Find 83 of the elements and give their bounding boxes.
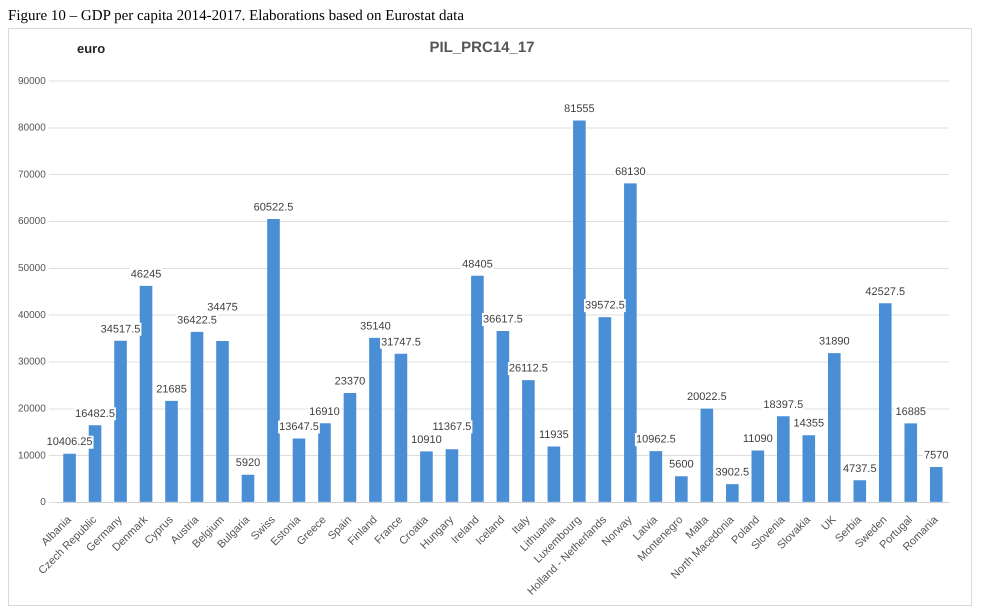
bar: [828, 353, 841, 502]
bar: [165, 400, 178, 502]
bar: [802, 435, 816, 502]
bar: [446, 449, 458, 502]
y-tick-label: 40000: [18, 310, 46, 321]
data-label: 11367.5: [432, 420, 472, 433]
bar: [471, 276, 484, 502]
bar: [726, 484, 739, 502]
data-label: 23370: [334, 376, 366, 388]
data-label: 60522.5: [254, 202, 294, 214]
y-tick-label: 80000: [18, 122, 46, 134]
data-label: 11090: [742, 433, 773, 446]
bar: [369, 338, 382, 502]
data-label: 5920: [236, 457, 260, 470]
data-label: 10962.5: [636, 434, 676, 446]
bar: [496, 330, 510, 502]
data-label: 21685: [156, 383, 187, 396]
bar: [267, 219, 280, 502]
bar: [394, 354, 408, 502]
y-tick-label: 10000: [18, 450, 46, 462]
data-label: 16910: [309, 406, 340, 418]
bar: [63, 454, 76, 502]
bar: [573, 120, 586, 502]
y-tick-label: 30000: [18, 356, 46, 368]
bar: [624, 183, 637, 502]
bar: [878, 303, 892, 502]
data-label: 20022.5: [686, 391, 727, 404]
data-label: 81555: [564, 103, 595, 116]
data-label: 3902.5: [715, 466, 750, 479]
bar: [216, 341, 229, 502]
data-label: 36422.5: [177, 314, 217, 326]
bar: [598, 317, 612, 502]
bar: [318, 423, 331, 502]
bar: [190, 332, 204, 502]
y-axis-title: euro: [77, 41, 106, 56]
data-label: 34475: [207, 301, 238, 314]
bar: [242, 474, 254, 502]
bar: [777, 416, 790, 502]
bar: [292, 438, 306, 502]
data-label: 42527.5: [865, 286, 906, 298]
data-label: 7570: [924, 450, 948, 462]
y-tick-label: 50000: [18, 263, 46, 274]
bar: [675, 476, 688, 502]
bar: [752, 450, 764, 502]
y-tick-label: 60000: [18, 216, 46, 228]
bar: [420, 451, 433, 502]
data-label: 48405: [462, 258, 493, 270]
data-label: 35140: [360, 320, 391, 332]
data-label: 14355: [794, 418, 824, 430]
bar: [140, 286, 152, 502]
data-label: 18397.5: [763, 398, 804, 411]
bar: [650, 451, 662, 502]
data-label: 10910: [411, 434, 442, 446]
data-label: 68130: [615, 166, 646, 178]
y-tick-label: 20000: [18, 404, 46, 415]
chart-title: PIL_PRC14_17: [429, 39, 535, 56]
data-label: 4737.5: [842, 462, 877, 475]
bar: [522, 380, 535, 502]
data-label: 46245: [130, 268, 162, 280]
bar: [930, 466, 943, 502]
data-label: 31890: [818, 336, 850, 348]
data-label: 26112.5: [508, 362, 548, 375]
data-label: 5600: [669, 458, 694, 471]
bar: [853, 480, 866, 502]
data-label: 10406.25: [46, 436, 92, 448]
bar: [700, 408, 714, 502]
y-tick-label: 0: [40, 497, 46, 508]
bar: [344, 393, 356, 502]
data-label: 11935: [538, 429, 569, 442]
data-label: 34517.5: [100, 323, 140, 336]
chart-subtitle: Figure 10 – GDP per capita 2014-2017. Elaborations based on Eurostat data: [8, 8, 466, 26]
bar: [904, 423, 918, 502]
y-tick-label: 70000: [18, 169, 46, 180]
data-label: 36617.5: [483, 314, 523, 326]
data-label: 16885: [895, 406, 926, 418]
x-tick-label: UK: [819, 513, 840, 534]
bar: [114, 340, 127, 502]
data-label: 39572.5: [584, 300, 625, 312]
data-label: 31747.5: [381, 336, 421, 348]
bar: [548, 446, 560, 502]
data-label: 16482.5: [75, 408, 115, 420]
y-tick-label: 90000: [18, 76, 46, 87]
data-label: 13647.5: [279, 421, 319, 434]
